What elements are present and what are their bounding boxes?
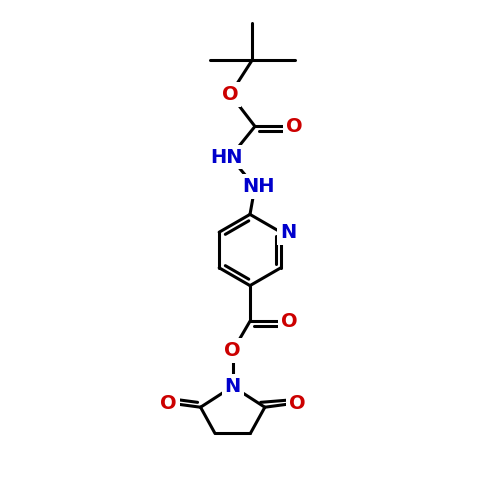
Text: N: N [224, 377, 241, 396]
Text: O: O [160, 394, 176, 413]
Text: O: O [281, 312, 298, 330]
Text: O: O [288, 394, 306, 413]
Text: O: O [224, 342, 241, 360]
Text: NH: NH [242, 177, 275, 196]
Text: HN: HN [210, 148, 242, 167]
Text: N: N [280, 222, 296, 242]
Text: O: O [286, 117, 303, 136]
Text: O: O [222, 84, 238, 103]
